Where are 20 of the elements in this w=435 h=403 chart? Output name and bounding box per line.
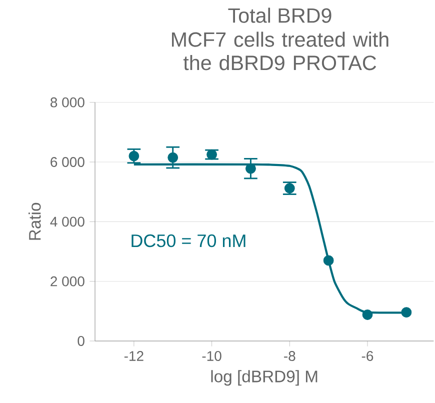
point (206, 149, 217, 160)
x-tick-label: -6 (362, 351, 374, 361)
point (401, 307, 412, 318)
y-tick-label: 2 000 (50, 276, 84, 286)
point (284, 183, 295, 194)
y-tick-label: 4 000 (50, 216, 84, 227)
y-axis-title: Ratio (28, 202, 41, 240)
point (362, 310, 373, 320)
point (323, 255, 334, 266)
chart-subtitle: MCF7 cells treated with the dBRD9 PROTAC (172, 32, 388, 70)
annotation: DC50 = 70 nM (132, 234, 246, 248)
y-tick-label: 8 000 (50, 97, 84, 108)
x-tick-label: -10 (202, 351, 222, 361)
y-tick-label: 6 000 (50, 157, 84, 167)
x-tick-label: -12 (124, 351, 144, 361)
x-tick-label: -8 (284, 351, 296, 361)
y-tick-label: 0 (78, 336, 84, 346)
point (168, 152, 178, 163)
chart-title: Total BRD9 (228, 8, 332, 23)
x-axis-title: log [dBRD9] M (211, 370, 318, 386)
